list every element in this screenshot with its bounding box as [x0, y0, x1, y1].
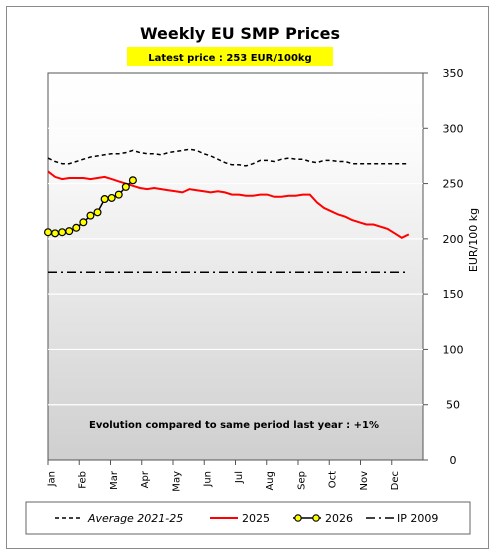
legend-marker [312, 514, 320, 522]
series-point [121, 182, 130, 191]
y-tick-label: 300 [443, 122, 464, 135]
legend-marker [294, 514, 302, 522]
x-tick-label: Oct [328, 471, 339, 488]
series-point [51, 229, 60, 238]
x-tick-label: Mar [109, 470, 120, 490]
y-axis-ticks: 0 50 100 150 200 250 300 350 [423, 67, 464, 467]
series-point [100, 195, 109, 204]
evolution-annotation: Evolution compared to same period last y… [89, 420, 379, 431]
series-point [79, 218, 88, 227]
legend-box [25, 501, 471, 535]
y-tick-label: 150 [443, 288, 464, 301]
legend-label: Average 2021-25 [87, 512, 183, 525]
gridlines [48, 127, 423, 406]
chart-title: Weekly EU SMP Prices [140, 24, 340, 43]
x-tick-label: Jun [203, 471, 214, 488]
y-tick-label: 350 [443, 67, 464, 80]
latest-price-label: Latest price : 253 EUR/100kg [148, 53, 311, 64]
series-point [43, 228, 52, 237]
y-tick-label: 250 [443, 178, 464, 191]
x-tick-label: Apr [140, 470, 151, 488]
series-line-0 [47, 148, 409, 167]
series-line-1 [47, 170, 410, 239]
x-tick-label: Aug [265, 471, 276, 491]
plot-area [47, 72, 424, 461]
legend-label: IP 2009 [397, 512, 438, 525]
series-point [107, 193, 116, 202]
series-point [58, 228, 67, 237]
x-tick-label: Sep [296, 471, 307, 490]
x-tick-label: Dec [390, 471, 401, 490]
y-tick-label: 50 [446, 399, 460, 412]
y-tick-label: 100 [443, 343, 464, 356]
x-tick-label: Jan [46, 471, 57, 487]
series-point [128, 176, 137, 185]
x-tick-label: Jul [234, 471, 245, 484]
series-point [65, 227, 74, 236]
x-tick-label: Feb [78, 471, 89, 489]
x-tick-label: Nov [359, 471, 370, 491]
y-tick-label: 200 [443, 233, 464, 246]
legend-label: 2026 [325, 512, 353, 525]
y-tick-label: 0 [450, 454, 457, 467]
series-group [43, 148, 410, 273]
series-point [86, 211, 95, 220]
series-point [72, 223, 81, 232]
series-point [93, 208, 102, 217]
y-axis-label: EUR/100 kg [467, 208, 480, 272]
legend-label: 2025 [242, 512, 270, 525]
legend: Average 2021-25 2025 2026 IP 2009 [55, 512, 438, 525]
x-tick-label: May [171, 471, 182, 492]
series-point [114, 190, 123, 199]
x-axis-ticks: Jan Feb Mar Apr May Jun Jul Aug Sep Oct Nov Dec [46, 460, 401, 492]
latest-price-box [127, 47, 333, 66]
